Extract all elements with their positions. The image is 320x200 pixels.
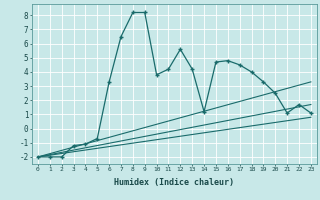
X-axis label: Humidex (Indice chaleur): Humidex (Indice chaleur) [115,178,234,187]
